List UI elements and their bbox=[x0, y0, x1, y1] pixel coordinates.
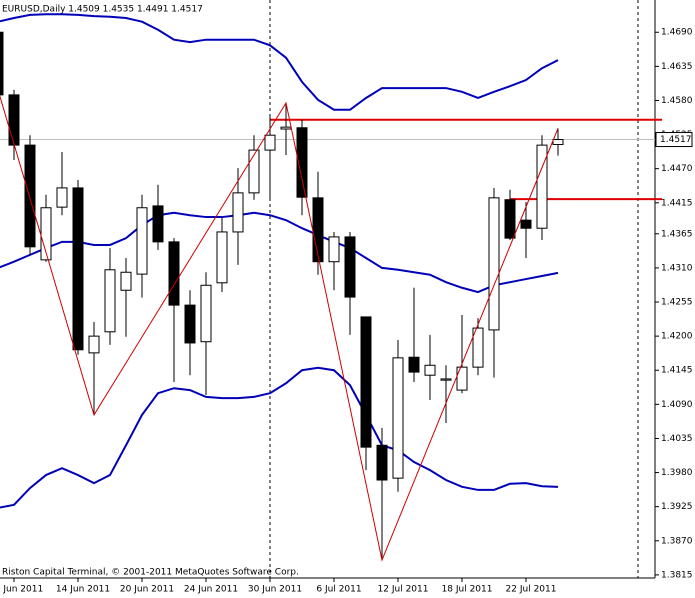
candle-body-up bbox=[472, 327, 484, 368]
candle-body-down bbox=[168, 241, 180, 306]
candle-body-down bbox=[504, 199, 516, 239]
candle-body-up bbox=[264, 134, 276, 151]
y-tick-label: 1.4090 bbox=[661, 400, 693, 410]
y-tick-label: 1.4310 bbox=[661, 263, 693, 273]
x-tick-label: 22 Jul 2011 bbox=[506, 585, 557, 595]
candle-body-up bbox=[136, 207, 148, 275]
bid-label: 1.4517 bbox=[660, 135, 692, 145]
x-tick-label: 18 Jul 2011 bbox=[442, 585, 493, 595]
candle-body-down bbox=[296, 127, 308, 198]
candle-body-down bbox=[520, 219, 532, 229]
candle-body-up bbox=[56, 187, 68, 208]
y-tick-label: 1.4415 bbox=[661, 198, 693, 208]
candle-body-up bbox=[104, 269, 116, 333]
x-tick-label: 6 Jul 2011 bbox=[316, 585, 361, 595]
y-tick-label: 1.4470 bbox=[661, 164, 693, 174]
y-tick-label: 1.3925 bbox=[661, 502, 693, 512]
candle-body-up bbox=[552, 139, 564, 145]
y-tick-label: 1.3870 bbox=[661, 536, 693, 546]
x-tick-label: 24 Jun 2011 bbox=[184, 585, 238, 595]
candle-body-up bbox=[488, 197, 500, 331]
candle-body-down bbox=[152, 205, 164, 243]
candle-body-down bbox=[24, 144, 36, 248]
y-tick-label: 1.3980 bbox=[661, 468, 693, 478]
x-tick-label: 14 Jun 2011 bbox=[56, 585, 110, 595]
chart-title: EURUSD,Daily 1.4509 1.4535 1.4491 1.4517 bbox=[2, 5, 203, 15]
y-tick-label: 1.4200 bbox=[661, 332, 693, 342]
y-tick-label: 1.4145 bbox=[661, 366, 693, 376]
candle-body-down bbox=[312, 197, 324, 263]
bollinger-band bbox=[0, 211, 559, 294]
y-tick-label: 1.4635 bbox=[661, 62, 693, 72]
candle-body-up bbox=[120, 271, 132, 291]
candle-body-down bbox=[0, 31, 4, 96]
footer: Riston Capital Terminal, © 2001-2011 Met… bbox=[2, 568, 299, 578]
candle-body-down bbox=[184, 304, 196, 344]
candle-body-down bbox=[72, 187, 84, 351]
candle-body-down bbox=[8, 94, 20, 146]
y-tick-label: 1.4255 bbox=[661, 298, 693, 308]
y-tick-label: 1.4690 bbox=[661, 28, 693, 38]
candle-body-up bbox=[392, 357, 404, 479]
y-tick-label: 1.3815 bbox=[661, 570, 693, 580]
x-tick-label: 8 Jun 2011 bbox=[0, 585, 43, 595]
candle-body-up bbox=[440, 378, 452, 381]
candle-body-down bbox=[360, 316, 372, 448]
candle-body-up bbox=[200, 284, 212, 343]
candle-body-up bbox=[456, 366, 468, 391]
candle-body-up bbox=[280, 126, 292, 130]
candle-body-down bbox=[408, 356, 420, 373]
candle-body-up bbox=[536, 144, 548, 229]
candle-body-up bbox=[232, 192, 244, 233]
bid-label-box bbox=[655, 132, 693, 148]
candle-body-up bbox=[88, 335, 100, 354]
x-tick-label: 12 Jul 2011 bbox=[378, 585, 429, 595]
x-tick-label: 30 Jun 2011 bbox=[248, 585, 302, 595]
candle-body-up bbox=[216, 231, 228, 284]
y-tick-label: 1.4580 bbox=[661, 96, 693, 106]
bollinger-band bbox=[0, 366, 559, 509]
candle-body-up bbox=[328, 236, 340, 263]
candle-body-down bbox=[376, 444, 388, 481]
bollinger-band bbox=[0, 13, 559, 111]
candle-body-up bbox=[424, 364, 436, 376]
candle-body-down bbox=[344, 236, 356, 298]
zigzag bbox=[0, 94, 559, 562]
y-tick-label: 1.4035 bbox=[661, 434, 693, 444]
x-tick-label: 20 Jun 2011 bbox=[120, 585, 174, 595]
y-tick-label: 1.4365 bbox=[661, 229, 693, 239]
candle-body-up bbox=[248, 149, 260, 194]
